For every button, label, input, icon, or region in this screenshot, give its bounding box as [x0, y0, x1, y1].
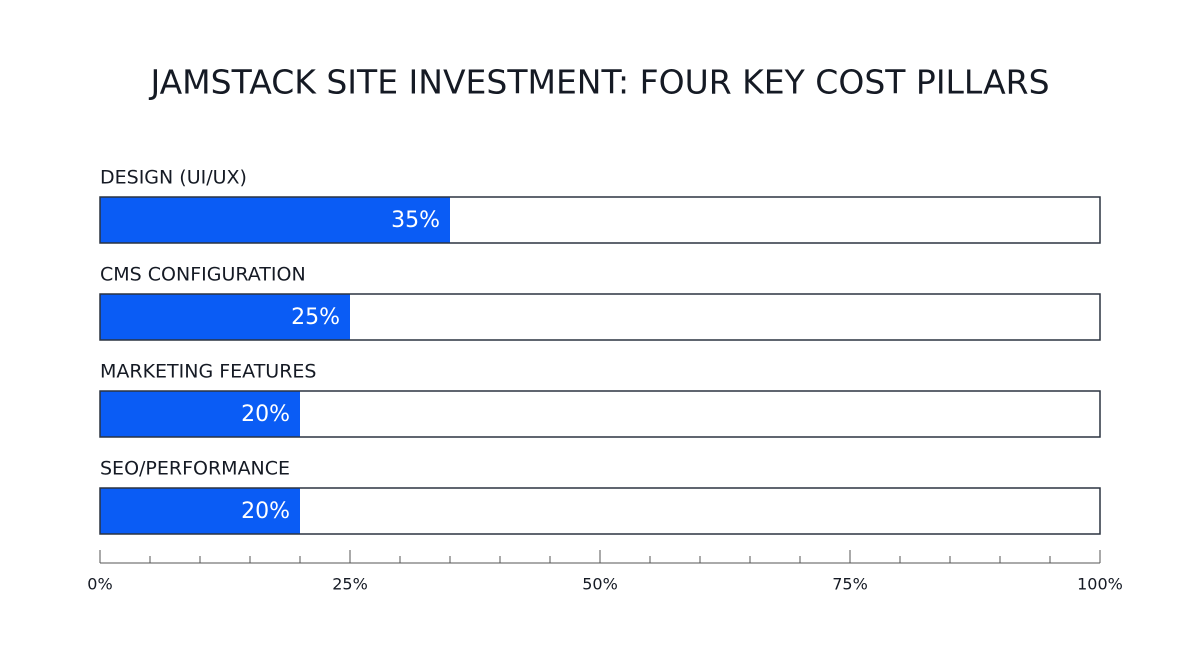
x-tick-label: 100% [1077, 575, 1123, 594]
bar-track [99, 293, 1101, 341]
x-tick-label: 50% [582, 575, 618, 594]
bar [100, 488, 300, 534]
chart-title: JAMSTACK SITE INVESTMENT: FOUR KEY COST … [148, 63, 1049, 102]
category-label: DESIGN (UI/UX) [100, 167, 247, 189]
category-label: MARKETING FEATURES [100, 361, 316, 383]
x-tick-label: 0% [87, 575, 112, 594]
value-label: 20% [241, 402, 290, 427]
value-label: 35% [391, 208, 440, 233]
x-tick-label: 75% [832, 575, 868, 594]
value-label: 20% [241, 499, 290, 524]
category-label: SEO/PERFORMANCE [100, 458, 290, 480]
bar-track [99, 390, 1101, 438]
value-label: 25% [291, 305, 340, 330]
bar [100, 197, 450, 243]
bar-track [99, 487, 1101, 535]
category-label: CMS CONFIGURATION [100, 264, 306, 286]
bar [100, 391, 300, 437]
x-tick-label: 25% [332, 575, 368, 594]
bar [100, 294, 350, 340]
bar-track [99, 196, 1101, 244]
